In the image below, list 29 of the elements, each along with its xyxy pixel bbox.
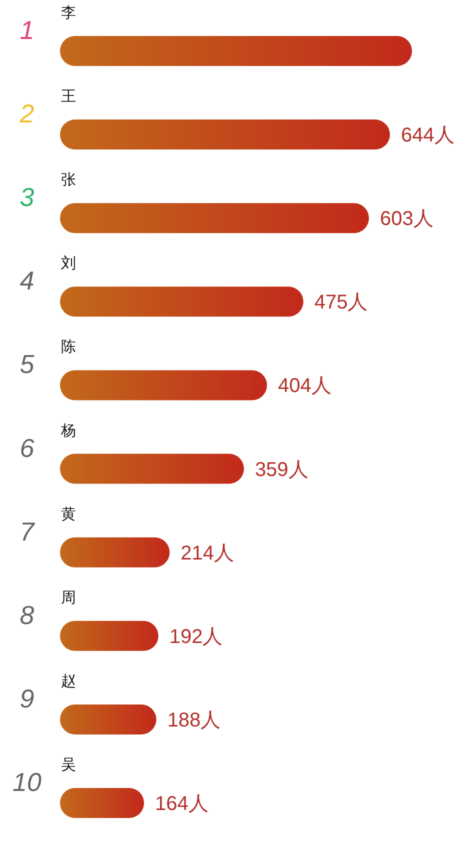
y-tick-label: 杨 <box>60 422 76 440</box>
text: 9 <box>20 683 34 714</box>
y-tick-label: 吴 <box>61 756 76 774</box>
y-tick-label: 赵 <box>61 672 76 690</box>
data-label: 603人 <box>380 208 434 230</box>
data-label: 188人 <box>167 709 221 732</box>
data-label: 214人 <box>180 542 234 564</box>
data-label: 404人 <box>278 375 332 398</box>
y-tick-label: 刘 <box>61 255 76 272</box>
text: 10 <box>12 767 42 797</box>
text: 4 <box>20 266 34 296</box>
text: 6 <box>20 432 35 463</box>
text: 1 <box>20 15 34 45</box>
text: 7 <box>20 516 36 546</box>
text: 8 <box>20 600 35 630</box>
text: 3 <box>20 182 35 212</box>
data-label: 192人 <box>169 626 223 648</box>
y-tick-label: 陈 <box>61 338 76 356</box>
data-label: 359人 <box>254 458 308 481</box>
y-tick-label: 张 <box>61 172 76 189</box>
data-label: 164人 <box>155 793 208 815</box>
text: 5 <box>20 349 35 380</box>
y-tick-label: 王 <box>61 88 76 106</box>
text: 2 <box>18 98 35 129</box>
data-label: 644人 <box>400 124 454 147</box>
y-tick-label: 李 <box>61 4 76 22</box>
y-tick-label: 黄 <box>61 506 76 523</box>
y-tick-label: 周 <box>61 589 76 606</box>
data-label: 475人 <box>314 292 368 314</box>
